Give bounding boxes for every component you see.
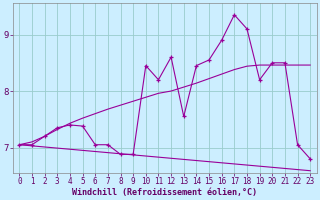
X-axis label: Windchill (Refroidissement éolien,°C): Windchill (Refroidissement éolien,°C) — [72, 188, 257, 197]
